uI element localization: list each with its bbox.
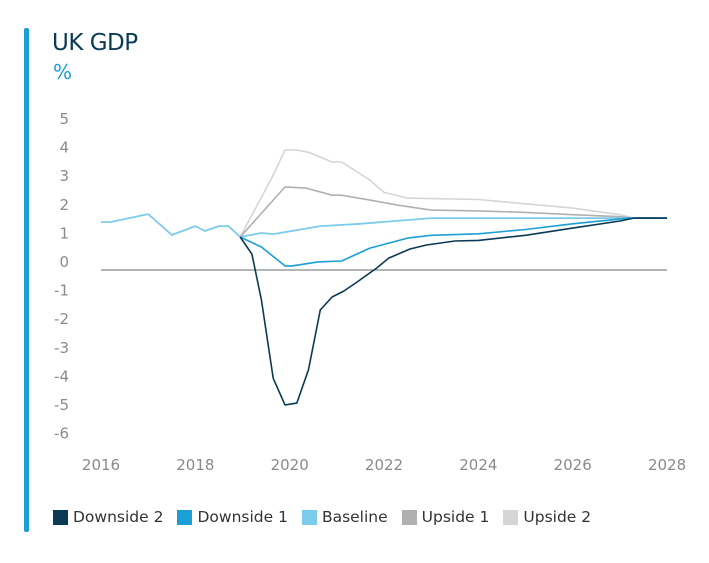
legend-item: Baseline [301,508,388,526]
y-tick-label: -1 [54,282,69,300]
legend-label: Downside 2 [73,508,164,526]
legend-swatch [53,509,68,525]
series-line-baseline [101,213,667,238]
y-tick-label: -6 [54,425,69,443]
y-tick-label: 3 [59,167,69,185]
legend-label: Upside 2 [523,508,592,526]
x-tick-label: 2028 [648,456,686,474]
y-tick-label: 4 [59,139,69,157]
y-tick-label: 2 [59,196,69,214]
y-tick-label: -2 [54,310,69,328]
series-line-downside-1 [239,217,667,267]
legend-swatch [301,509,317,525]
legend-label: Upside 1 [421,508,490,526]
legend-item: Downside 1 [177,508,288,526]
legend-swatch [401,509,417,525]
x-tick-label: 2018 [176,456,214,474]
legend-item: Upside 1 [401,508,490,526]
chart-title: UK GDP [52,30,138,56]
x-tick-label: 2026 [554,456,592,474]
accent-bar [24,28,29,532]
legend-swatch [177,509,193,525]
x-tick-label: 2016 [82,456,120,474]
y-tick-label: -4 [54,367,69,385]
x-tick-label: 2020 [271,456,309,474]
series-line-upside-2 [239,149,667,238]
y-tick-label: 5 [59,110,69,128]
unit-label: % [53,60,73,84]
y-tick-label: 0 [59,253,69,271]
legend-item: Downside 2 [53,508,163,526]
legend: Downside 2 Downside 1 Baseline Upside 1 Upsi… [53,508,605,526]
legend-item: Upside 2 [503,508,591,526]
x-tick-label: 2024 [459,456,497,474]
legend-swatch [503,509,519,525]
y-tick-label: -3 [54,339,69,357]
series-line-downside-2 [239,217,667,406]
y-tick-label: 1 [59,224,69,242]
y-tick-label: -5 [54,396,69,414]
series-line-upside-1 [239,186,667,238]
legend-label: Baseline [321,508,388,526]
x-tick-label: 2022 [365,456,403,474]
legend-label: Downside 1 [197,508,288,526]
